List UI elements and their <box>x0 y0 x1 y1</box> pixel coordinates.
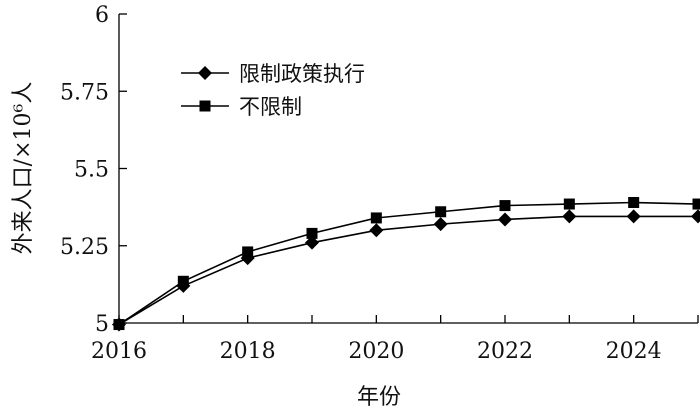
data-point <box>498 212 512 227</box>
data-point <box>306 227 318 239</box>
data-point <box>242 246 254 258</box>
data-point <box>435 206 447 218</box>
y-tick-label: 6 <box>95 3 109 28</box>
data-point <box>691 209 700 224</box>
data-point <box>433 217 448 232</box>
legend-label: 限制政策执行 <box>239 62 365 86</box>
y-tick-label: 5 <box>95 312 109 337</box>
legend-label: 不限制 <box>239 95 302 119</box>
x-tick-label: 2016 <box>91 339 147 364</box>
series-layer <box>112 196 700 332</box>
series-diamond <box>112 209 700 332</box>
series-line <box>118 215 698 326</box>
y-tick-label: 5.75 <box>60 80 109 105</box>
legend-item: 限制政策执行 <box>181 62 365 86</box>
series-line <box>118 201 699 326</box>
y-tick-label: 5.5 <box>74 158 109 183</box>
legend-marker <box>199 100 211 112</box>
data-point <box>499 200 511 212</box>
data-point <box>692 198 700 210</box>
data-point <box>562 209 577 224</box>
data-point <box>370 212 382 224</box>
x-tick-label: 2024 <box>606 339 662 364</box>
data-point <box>369 223 384 238</box>
data-point <box>177 275 189 287</box>
data-point <box>305 235 319 250</box>
data-point <box>563 198 575 210</box>
x-axis-title: 年份 <box>357 385 401 410</box>
x-tick-label: 2018 <box>220 339 276 364</box>
y-tick-label: 5.25 <box>60 235 109 260</box>
data-point <box>113 319 125 331</box>
y-axis-title: 外来人口/×10⁶人 <box>11 82 36 255</box>
data-point <box>628 196 640 208</box>
series-square <box>113 196 700 331</box>
legend-item: 不限制 <box>181 95 302 119</box>
x-tick-label: 2020 <box>348 339 404 364</box>
legend-marker <box>198 66 212 80</box>
data-point <box>626 209 641 224</box>
x-tick-label: 2022 <box>477 339 533 364</box>
ticks: 5 5.25 5.5 5.75 6 2016 2018 2020 2022 2024 <box>60 3 699 364</box>
